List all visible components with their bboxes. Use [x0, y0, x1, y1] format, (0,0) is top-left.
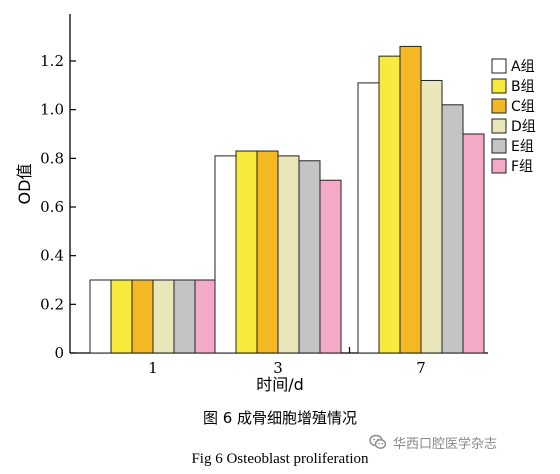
bar	[298, 160, 321, 354]
y-tick-label: 0	[54, 344, 64, 362]
watermark-text: 华西口腔医学杂志	[393, 436, 498, 452]
legend-swatch	[491, 78, 507, 94]
legend-label: E组	[511, 139, 534, 155]
bar	[378, 55, 401, 354]
legend-swatch	[491, 98, 507, 114]
bar	[277, 155, 300, 354]
x-axis-label: 时间/d	[256, 375, 304, 394]
legend-label: C组	[511, 99, 535, 115]
bar	[441, 104, 464, 354]
bar	[152, 279, 175, 354]
bar	[89, 279, 112, 354]
legend-label: D组	[511, 119, 536, 135]
wechat-icon	[369, 434, 387, 449]
figure-caption-english: Fig 6 Osteoblast proliferation	[191, 451, 369, 467]
y-tick-label: 0.4	[40, 247, 64, 265]
bar	[256, 150, 279, 354]
figure-caption-chinese: 图 6 成骨细胞增殖情况	[202, 409, 358, 427]
y-tick-label: 0.8	[40, 149, 64, 167]
bar	[173, 279, 196, 354]
x-tick-label: 7	[416, 359, 426, 377]
x-tick-label: 3	[273, 359, 283, 377]
y-tick-label: 1.2	[40, 52, 64, 70]
y-axis-label: OD值	[15, 164, 34, 205]
bar	[420, 79, 443, 354]
legend-label: F组	[511, 159, 533, 175]
bar	[462, 133, 485, 354]
legend-swatch	[491, 118, 507, 134]
bar	[399, 45, 422, 354]
legend-label: B组	[511, 79, 535, 95]
legend-label: A组	[511, 59, 535, 75]
bar	[110, 279, 133, 354]
x-tick-label: 1	[148, 359, 158, 377]
y-tick-label: 0.6	[40, 198, 64, 216]
legend-swatch	[491, 138, 507, 154]
bar	[357, 82, 380, 354]
watermark: 华西口腔医学杂志	[369, 431, 557, 453]
axes: 0 0.2 0.4 0.6 0.8 1.0 1.2 1 3 7	[40, 14, 488, 377]
bar	[131, 279, 154, 354]
bars	[89, 45, 485, 354]
y-tick-label: 0.2	[40, 295, 64, 313]
legend: A组 B组 C组 D组 E组 F组	[491, 58, 536, 175]
bar	[214, 155, 237, 354]
bar	[319, 179, 342, 354]
legend-swatch	[491, 158, 507, 174]
bar	[235, 150, 258, 354]
y-tick-label: 1.0	[40, 101, 64, 119]
bar	[194, 279, 217, 354]
legend-swatch	[491, 58, 507, 74]
